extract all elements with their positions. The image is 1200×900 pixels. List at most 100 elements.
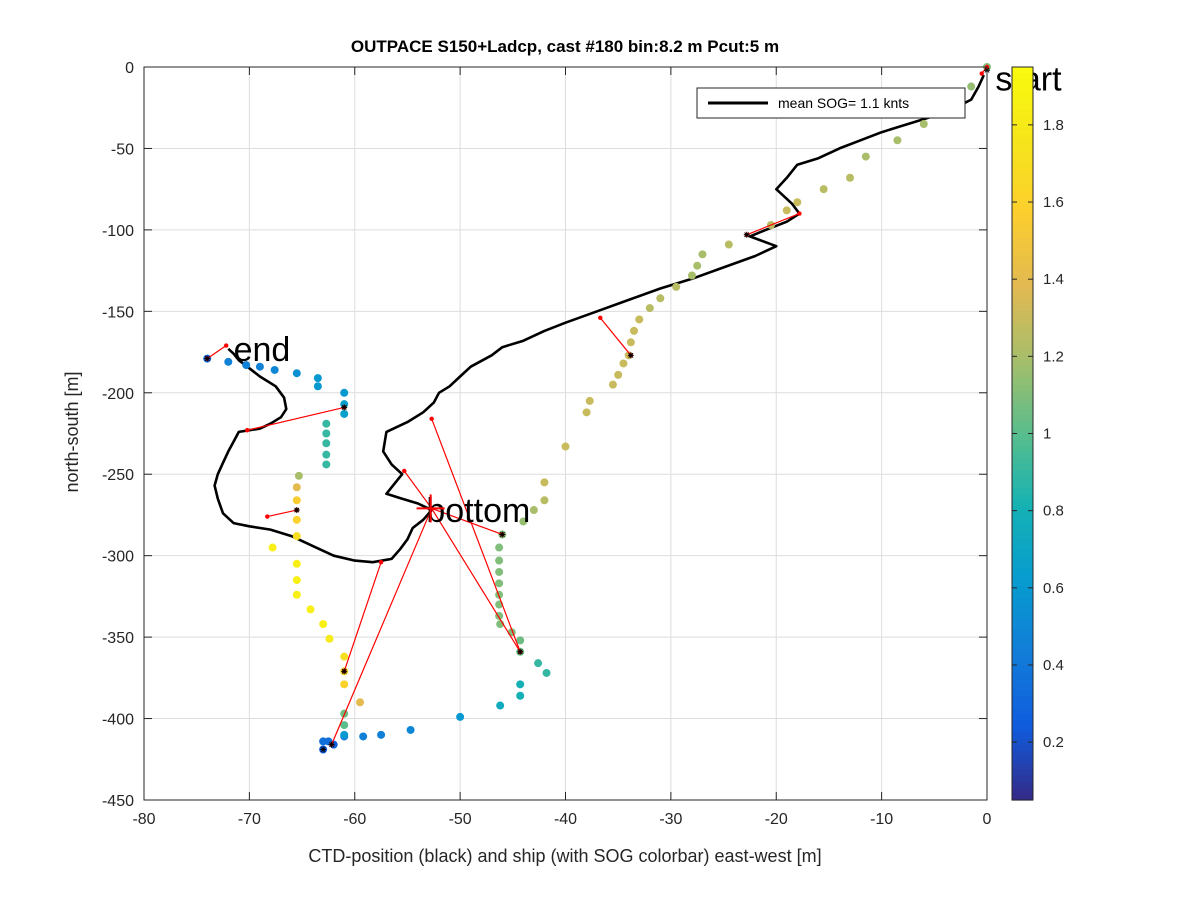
colorbar-band (1012, 604, 1033, 612)
ship-point (585, 396, 594, 405)
colorbar-band (1012, 781, 1033, 789)
colorbar-tick-label: 1.8 (1043, 117, 1064, 134)
colorbar-band (1012, 665, 1033, 673)
y-tick-label: -450 (102, 793, 134, 810)
ship-point (325, 634, 334, 643)
y-tick-label: -350 (102, 630, 134, 647)
colorbar-band (1012, 103, 1033, 111)
ship-point (340, 400, 349, 409)
colorbar-band (1012, 720, 1033, 728)
annotations: startendbottom (234, 60, 1063, 530)
ship-point (614, 370, 623, 379)
star-stroke (499, 531, 505, 538)
star-marker (204, 355, 211, 362)
colorbar-band (1012, 91, 1033, 99)
ship-point (635, 315, 644, 324)
colorbar-band (1012, 586, 1033, 593)
colorbar-band (1012, 305, 1033, 312)
ship-point (495, 543, 504, 552)
colorbar-band (1012, 280, 1033, 288)
colorbar-band (1012, 738, 1033, 746)
chart-title: OUTPACE S150+Ladcp, cast #180 bin:8.2 m … (351, 37, 779, 56)
colorbar-band (1012, 335, 1033, 343)
ship-point (561, 442, 570, 451)
link-line (599, 317, 632, 356)
link-line (206, 345, 227, 360)
ship-point (629, 326, 638, 335)
ctd-track-line (213, 74, 985, 564)
ship-point (495, 579, 504, 588)
link-line (247, 406, 345, 431)
colorbar-band (1012, 714, 1033, 722)
ship-point (534, 659, 543, 668)
colorbar-band (1012, 488, 1033, 496)
colorbar-band (1012, 598, 1033, 606)
x-tick-label: -30 (659, 811, 682, 828)
colorbar-band (1012, 372, 1033, 380)
ship-point (893, 136, 902, 145)
link-line (343, 561, 382, 672)
y-tick-label: -150 (102, 304, 134, 321)
colorbar-band (1012, 543, 1033, 551)
colorbar-band (1012, 293, 1033, 300)
link-line (431, 508, 521, 653)
colorbar-band (1012, 659, 1033, 667)
colorbar-band (1012, 757, 1033, 764)
ship-point (782, 206, 791, 215)
colorbar-band (1012, 238, 1033, 245)
star-marker (743, 231, 750, 238)
colorbar-band (1012, 751, 1033, 758)
link-line (746, 213, 800, 236)
colorbar-band (1012, 549, 1033, 557)
link-line (331, 508, 433, 745)
link-line (431, 418, 521, 652)
colorbar-band (1012, 140, 1033, 148)
ship-point (322, 450, 331, 459)
colorbar-band (1012, 299, 1033, 306)
ship-point (516, 680, 525, 689)
x-tick-label: -60 (343, 811, 366, 828)
ship-point (496, 701, 505, 710)
link-endpoint (598, 315, 603, 321)
annotation-end: end (234, 331, 291, 369)
colorbar-band (1012, 219, 1033, 227)
ship-point (340, 730, 349, 739)
link-endpoint (402, 468, 407, 474)
star-marker (293, 507, 300, 514)
y-tick-label: -50 (111, 141, 134, 158)
colorbar-band (1012, 354, 1033, 361)
ship-point (340, 680, 349, 689)
ship-point (967, 82, 976, 91)
colorbar-band (1012, 115, 1033, 123)
ship-point (687, 271, 696, 280)
ship-point (495, 567, 504, 576)
colorbar-band (1012, 555, 1033, 563)
star-marker (341, 404, 348, 411)
colorbar-band (1012, 286, 1033, 294)
y-tick-label: 0 (125, 60, 134, 77)
colorbar-band (1012, 128, 1033, 135)
ship-point (292, 532, 301, 541)
colorbar-band (1012, 647, 1033, 654)
colorbar-band (1012, 164, 1033, 172)
colorbar-band (1012, 519, 1033, 526)
colorbar-band (1012, 225, 1033, 233)
ship-point (322, 439, 331, 448)
colorbar-tick-label: 1.4 (1043, 271, 1064, 288)
colorbar-band (1012, 158, 1033, 166)
ship-point (356, 698, 365, 707)
star-stroke (628, 352, 634, 358)
colorbar-band (1012, 494, 1033, 502)
ship-point (313, 374, 322, 383)
ship-point (645, 304, 654, 313)
ship-point (255, 362, 264, 371)
colorbar-band (1012, 512, 1033, 520)
ship-point (292, 576, 301, 585)
colorbar-band (1012, 409, 1033, 416)
colorbar: 0.2 0.4 0.6 0.8 1 1.2 1.4 1.6 1.8 (1011, 66, 1064, 801)
colorbar-band (1012, 592, 1033, 600)
star-stroke (294, 507, 300, 513)
ship-point (582, 408, 591, 417)
link-endpoint (797, 211, 802, 216)
